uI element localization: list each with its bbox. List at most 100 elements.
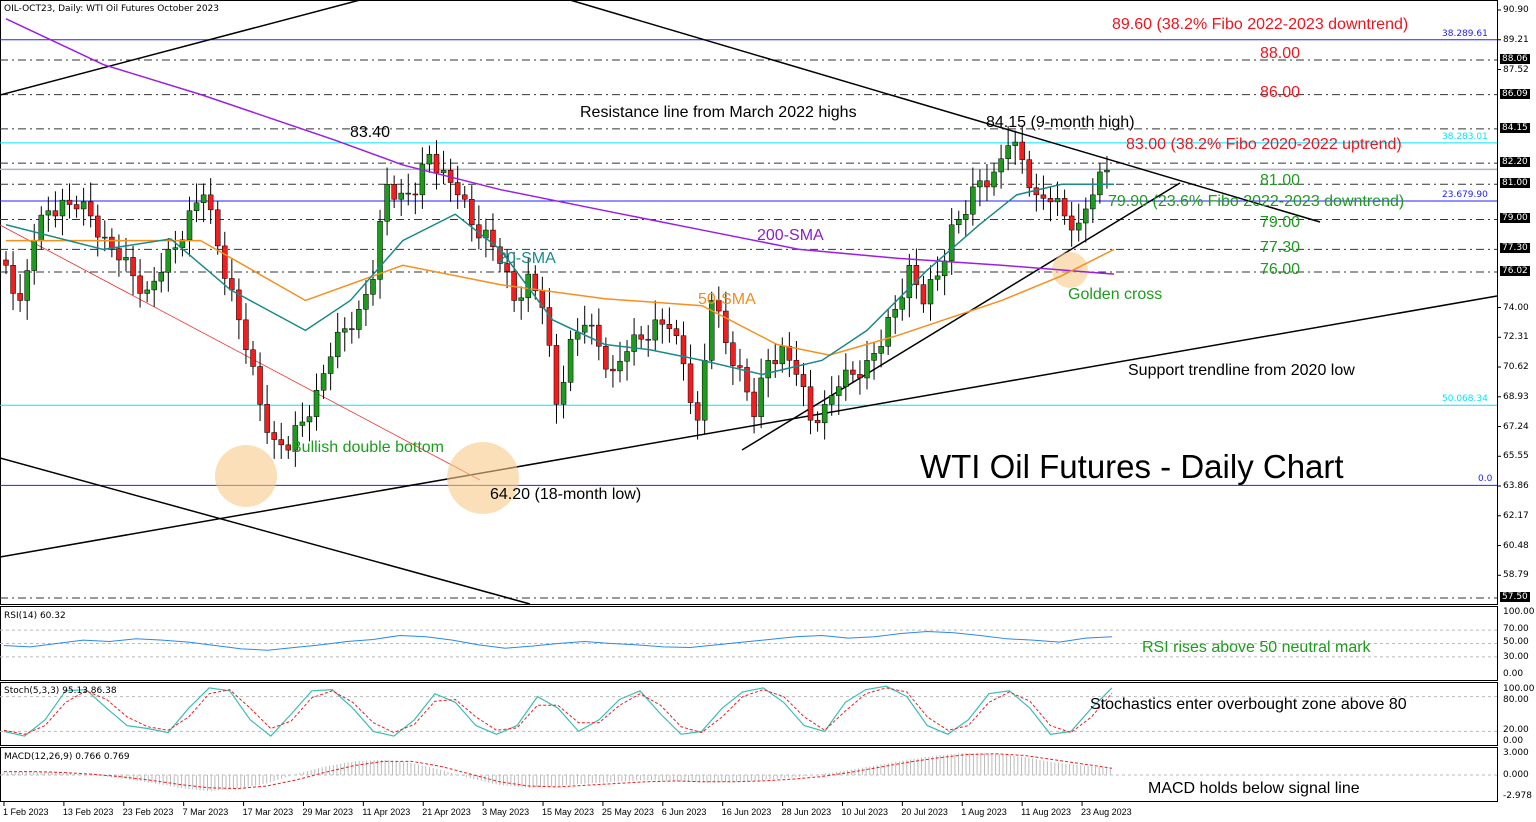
candle-body	[1083, 208, 1089, 224]
low-label: 64.20 (18-month low)	[490, 486, 642, 503]
candle-body	[617, 360, 623, 372]
candle-body	[426, 154, 433, 165]
candle-body	[144, 289, 150, 294]
level-tag-text: 88.06	[1500, 53, 1530, 64]
candle-body	[179, 239, 186, 248]
stoch-d-line	[3, 687, 1113, 735]
candle-body	[200, 194, 207, 204]
candle-body	[998, 158, 1004, 173]
candle-body	[970, 186, 976, 215]
x-tick-label: 15 May 2023	[542, 807, 595, 817]
candle-body	[687, 363, 694, 403]
candle-body	[532, 273, 539, 292]
candle-body	[737, 365, 743, 368]
candle-body	[927, 279, 934, 305]
y-tick-label: 67.24	[1503, 421, 1529, 432]
x-tick-label: 6 Jun 2023	[661, 807, 707, 817]
candle-body	[680, 335, 687, 365]
candle-body	[320, 373, 327, 391]
candle-body	[934, 275, 941, 280]
indicator-tick: 3.000	[1503, 748, 1529, 758]
candle-body	[673, 328, 680, 336]
x-tick-label: 20 Jul 2023	[901, 807, 948, 817]
candle-body	[1019, 141, 1026, 160]
candle-body	[497, 246, 503, 264]
chart-main-title: WTI Oil Futures - Daily Chart	[920, 448, 1344, 485]
level-tag-text: 81.00	[1500, 178, 1530, 189]
indicator-tick: 20.00	[1503, 725, 1529, 735]
candle-body	[1054, 198, 1061, 203]
candle-body	[941, 260, 948, 277]
candle-body	[546, 307, 553, 346]
candle-body	[744, 367, 750, 393]
candle-body	[207, 194, 214, 211]
level-tag-text: 77.30	[1500, 243, 1530, 254]
stoch-label: Stoch(5,3,3) 95.13 86.38	[4, 686, 117, 696]
level-tag-text: 79.00	[1500, 213, 1530, 224]
candle-body	[920, 284, 927, 305]
candle-body	[906, 265, 913, 299]
level-79-label: 79.00	[1260, 214, 1301, 231]
x-tick-label: 23 Feb 2023	[122, 807, 174, 817]
indicator-tick: 100.00	[1503, 607, 1535, 617]
candle-body	[116, 248, 122, 261]
y-tick-label: 63.86	[1503, 481, 1529, 492]
candle-body	[10, 265, 16, 294]
indicator-tick: 80.00	[1503, 695, 1529, 705]
candle-body	[59, 199, 66, 217]
stoch-note: Stochastics enter overbought zone above …	[1090, 696, 1407, 713]
x-tick-label: 10 Jul 2023	[841, 807, 889, 817]
x-tick-label: 17 Mar 2023	[242, 807, 294, 817]
x-tick-label: 7 Mar 2023	[182, 807, 229, 817]
level-88-label: 88.00	[1260, 45, 1301, 62]
candle-body	[398, 192, 404, 200]
level-tag: 81.00	[1500, 178, 1530, 189]
candle-body	[306, 416, 313, 423]
y-tick-label: 74.00	[1503, 302, 1529, 313]
trendline	[0, 457, 531, 605]
x-tick-label: 1 Feb 2023	[3, 807, 49, 817]
candle-body	[723, 310, 729, 343]
level-77-label: 77.30	[1260, 239, 1301, 256]
candle-body	[342, 328, 348, 333]
candle-body	[871, 353, 877, 361]
candle-body	[109, 236, 115, 249]
highlight-circle	[447, 442, 519, 514]
candle-body	[193, 202, 200, 211]
candle-body	[977, 180, 983, 188]
y-tick-label: 65.55	[1503, 451, 1529, 462]
candle-body	[963, 213, 969, 220]
candle-body	[779, 346, 786, 365]
candle-body	[264, 404, 270, 433]
candle-body	[708, 300, 715, 361]
candle-body	[94, 215, 101, 238]
candle-body	[984, 180, 990, 188]
candle-body	[518, 297, 524, 301]
candle-body	[800, 374, 807, 387]
candle-body	[370, 279, 376, 295]
candle-body	[885, 316, 891, 347]
level-tag-text: 86.09	[1500, 88, 1530, 99]
candle-body	[666, 323, 673, 329]
fibo-downtrend-label: 79.90 (23.6% Fibo 2022-2023 downtrend)	[1108, 193, 1405, 210]
candle-body	[454, 182, 461, 196]
indicator-tick: -2.978	[1503, 791, 1533, 801]
candle-body	[701, 360, 708, 421]
candle-body	[659, 319, 666, 325]
candle-body	[589, 324, 595, 327]
candle-body	[836, 386, 842, 396]
candle-body	[38, 214, 45, 241]
macd-note: MACD holds below signal line	[1148, 780, 1360, 797]
golden-cross-label: Golden cross	[1068, 286, 1163, 303]
indicator-tick: 30.00	[1503, 652, 1529, 662]
candle-body	[412, 193, 419, 196]
rsi-line	[3, 630, 1113, 651]
candle-body	[165, 249, 172, 273]
indicator-tick: 0.00	[1503, 736, 1524, 746]
sma50-line	[6, 239, 1115, 356]
x-tick-label: 25 May 2023	[601, 807, 654, 817]
candle-body	[624, 351, 630, 362]
candle-body	[913, 265, 920, 285]
